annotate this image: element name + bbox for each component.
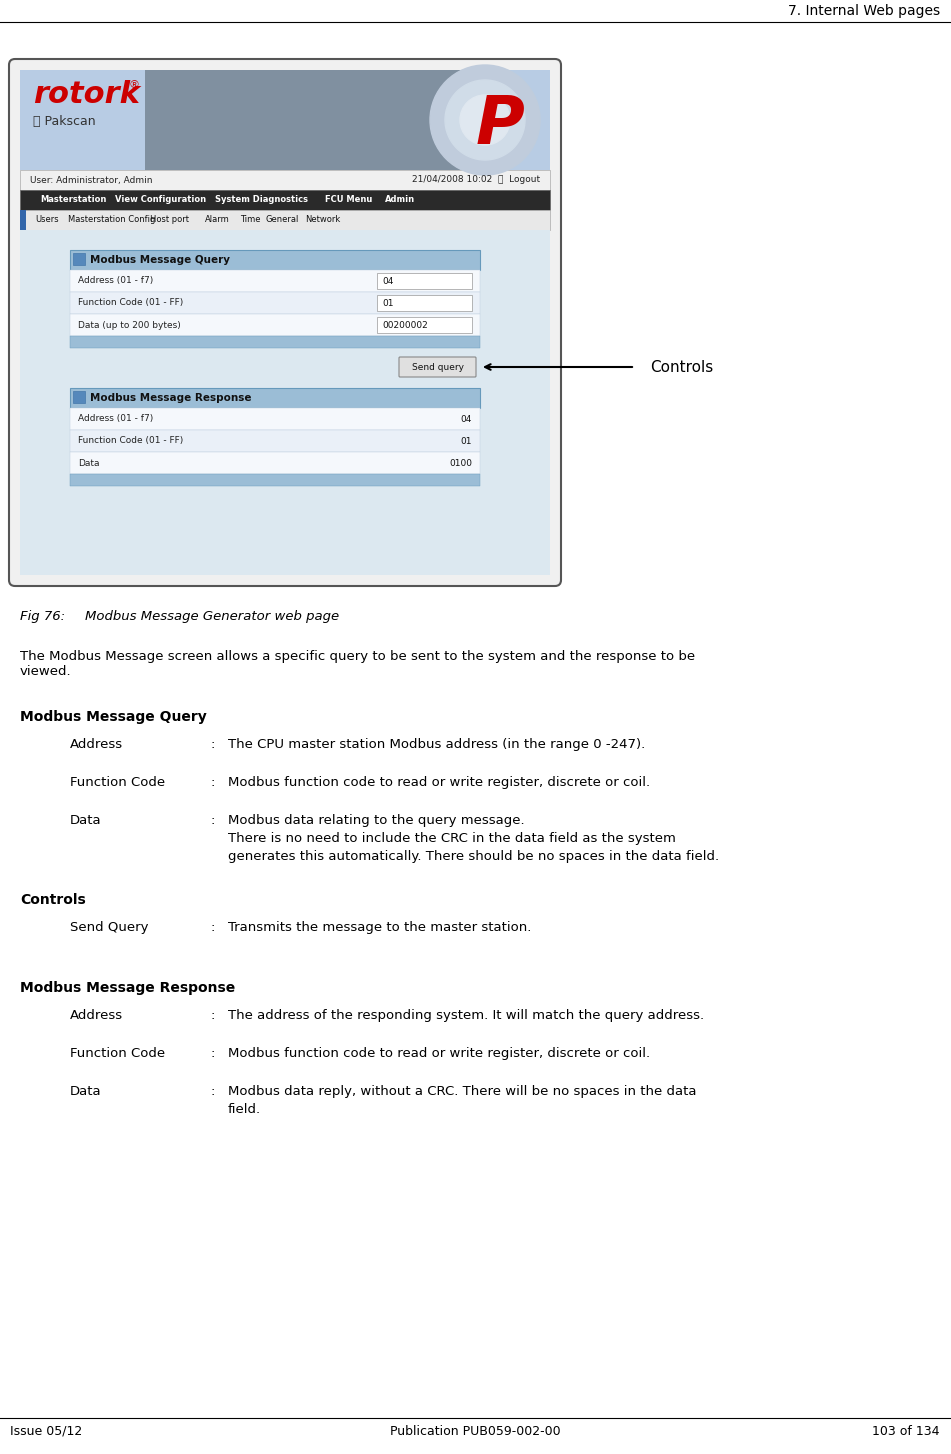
Text: Controls: Controls	[20, 893, 86, 907]
Bar	[70, 409, 480, 430]
Bar	[20, 209, 26, 230]
Text: :: :	[210, 1009, 214, 1022]
Bar	[377, 295, 472, 311]
Text: Function Code: Function Code	[70, 1047, 165, 1060]
Text: generates this automatically. There should be no spaces in the data field.: generates this automatically. There shou…	[228, 851, 719, 864]
Text: Modbus Message Query: Modbus Message Query	[90, 254, 230, 265]
Text: Data: Data	[78, 458, 100, 468]
Text: There is no need to include the CRC in the data field as the system: There is no need to include the CRC in t…	[228, 832, 676, 845]
Text: 7. Internal Web pages: 7. Internal Web pages	[787, 4, 940, 17]
Text: field.: field.	[228, 1104, 262, 1117]
Bar	[70, 474, 480, 486]
Text: Address (01 - f7): Address (01 - f7)	[78, 414, 153, 423]
Text: 103 of 134: 103 of 134	[872, 1425, 940, 1438]
Text: Admin: Admin	[385, 195, 416, 205]
Text: :: :	[210, 1085, 214, 1098]
Text: Modbus Message Response: Modbus Message Response	[90, 393, 251, 403]
Text: 00200002: 00200002	[382, 320, 428, 330]
Text: Function Code (01 - FF): Function Code (01 - FF)	[78, 298, 184, 307]
Text: Data: Data	[70, 814, 102, 827]
Text: Modbus function code to read or write register, discrete or coil.: Modbus function code to read or write re…	[228, 776, 650, 790]
Circle shape	[460, 95, 510, 145]
Text: :: :	[210, 1047, 214, 1060]
Text: Modbus data relating to the query message.: Modbus data relating to the query messag…	[228, 814, 525, 827]
Text: Send Query: Send Query	[70, 920, 148, 933]
Text: Masterstation: Masterstation	[40, 195, 107, 205]
Text: System Diagnostics: System Diagnostics	[215, 195, 308, 205]
Circle shape	[445, 80, 525, 160]
Text: Fig 76:: Fig 76:	[20, 611, 65, 622]
Text: 04: 04	[382, 276, 394, 285]
Text: 04: 04	[460, 414, 472, 423]
Text: Send query: Send query	[412, 362, 463, 372]
Text: Data (up to 200 bytes): Data (up to 200 bytes)	[78, 320, 181, 330]
Bar	[73, 391, 85, 403]
Text: rotork: rotork	[33, 80, 140, 109]
Text: General: General	[265, 215, 299, 224]
Text: Ⓟ Pakscan: Ⓟ Pakscan	[33, 115, 96, 128]
FancyBboxPatch shape	[399, 358, 476, 377]
Text: Publication PUB059-002-00: Publication PUB059-002-00	[390, 1425, 560, 1438]
Text: Issue 05/12: Issue 05/12	[10, 1425, 82, 1438]
Text: Modbus function code to read or write register, discrete or coil.: Modbus function code to read or write re…	[228, 1047, 650, 1060]
Text: Alarm: Alarm	[205, 215, 230, 224]
Text: Host port: Host port	[150, 215, 189, 224]
Bar	[70, 336, 480, 348]
Text: Transmits the message to the master station.: Transmits the message to the master stat…	[228, 920, 532, 933]
Text: The Modbus Message screen allows a specific query to be sent to the system and t: The Modbus Message screen allows a speci…	[20, 650, 695, 678]
Text: 0100: 0100	[449, 458, 472, 468]
Bar	[20, 190, 550, 209]
Bar	[377, 273, 472, 289]
Text: Address (01 - f7): Address (01 - f7)	[78, 276, 153, 285]
Bar	[20, 209, 550, 230]
Text: :: :	[210, 920, 214, 933]
Text: Network: Network	[305, 215, 340, 224]
Text: ®: ®	[128, 80, 139, 90]
Text: Modbus Message Generator web page: Modbus Message Generator web page	[85, 611, 340, 622]
Text: :: :	[210, 776, 214, 790]
Text: 01: 01	[460, 436, 472, 445]
Text: Function Code: Function Code	[70, 776, 165, 790]
Text: Masterstation Config: Masterstation Config	[68, 215, 155, 224]
Bar	[20, 70, 550, 170]
Text: The address of the responding system. It will match the query address.: The address of the responding system. It…	[228, 1009, 704, 1022]
Circle shape	[430, 65, 540, 174]
FancyBboxPatch shape	[9, 60, 561, 586]
Text: 21/04/2008 10:02  🔒  Logout: 21/04/2008 10:02 🔒 Logout	[412, 176, 540, 185]
Bar	[20, 170, 550, 190]
Bar	[70, 314, 480, 336]
Bar	[20, 230, 550, 574]
Bar	[377, 317, 472, 333]
Text: FCU Menu: FCU Menu	[325, 195, 373, 205]
Text: Modbus Message Response: Modbus Message Response	[20, 981, 235, 995]
Bar	[70, 270, 480, 292]
Bar	[70, 452, 480, 474]
Bar	[70, 292, 480, 314]
Text: The CPU master station Modbus address (in the range 0 -247).: The CPU master station Modbus address (i…	[228, 739, 645, 752]
Text: Function Code (01 - FF): Function Code (01 - FF)	[78, 436, 184, 445]
Text: Address: Address	[70, 1009, 123, 1022]
Text: Modbus data reply, without a CRC. There will be no spaces in the data: Modbus data reply, without a CRC. There …	[228, 1085, 696, 1098]
Text: Users: Users	[35, 215, 59, 224]
Text: Modbus Message Query: Modbus Message Query	[20, 710, 206, 724]
Text: 01: 01	[382, 298, 394, 307]
Bar	[70, 388, 480, 409]
Text: :: :	[210, 739, 214, 752]
Text: Time: Time	[240, 215, 261, 224]
Text: Controls: Controls	[650, 359, 713, 375]
Text: P: P	[476, 92, 524, 158]
Text: User: Administrator, Admin: User: Administrator, Admin	[30, 176, 152, 185]
Bar	[70, 250, 480, 270]
Bar	[70, 430, 480, 452]
Text: Address: Address	[70, 739, 123, 752]
Text: :: :	[210, 814, 214, 827]
Text: Data: Data	[70, 1085, 102, 1098]
Bar	[73, 253, 85, 265]
Text: View Configuration: View Configuration	[115, 195, 206, 205]
Bar	[145, 70, 475, 170]
